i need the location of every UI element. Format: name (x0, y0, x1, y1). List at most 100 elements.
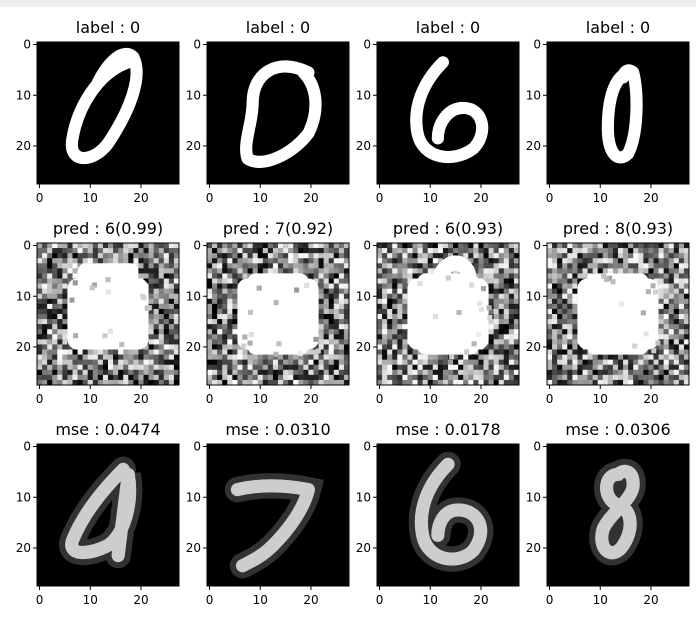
digit-stroke (240, 60, 322, 168)
panel-image (547, 444, 689, 586)
y-tick-label: 20 (16, 139, 31, 153)
y-tick-label: 0 (23, 239, 31, 253)
x-tick-label: 0 (546, 392, 554, 406)
digit-stroke (65, 462, 137, 563)
x-tick-label: 10 (83, 191, 98, 205)
panel-image (377, 243, 519, 385)
panel-image (547, 243, 689, 385)
panel-frame (546, 41, 690, 185)
digit-stroke (601, 64, 643, 164)
panel-title: mse : 0.0178 (395, 420, 500, 439)
y-tick-label: 20 (356, 340, 371, 354)
x-tick-label: 20 (473, 392, 488, 406)
panel-r0-c0: label : 0 0 10 20 0 10 20 (16, 18, 180, 205)
panel-title: mse : 0.0474 (55, 420, 160, 439)
panel-image (377, 42, 519, 184)
x-tick-label: 20 (303, 593, 318, 607)
panel-title: mse : 0.0306 (565, 420, 670, 439)
y-tick-label: 10 (356, 88, 371, 102)
x-tick-label: 10 (593, 191, 608, 205)
panel-r2-c3: mse : 0.0306 0 10 20 0 10 20 (526, 420, 690, 607)
x-tick-label: 10 (253, 593, 268, 607)
panel-title: pred : 8(0.93) (563, 219, 673, 238)
y-tick-label: 20 (526, 139, 541, 153)
y-tick-label: 0 (533, 239, 541, 253)
y-tick-label: 0 (533, 440, 541, 454)
x-tick-label: 0 (36, 593, 44, 607)
x-tick-label: 10 (253, 392, 268, 406)
y-tick-label: 0 (363, 38, 371, 52)
x-tick-label: 20 (473, 593, 488, 607)
x-tick-label: 20 (303, 392, 318, 406)
y-tick-label: 10 (186, 289, 201, 303)
panel-r0-c3: label : 0 0 10 20 0 10 20 (526, 18, 690, 205)
panel-image (207, 42, 349, 184)
y-tick-label: 0 (363, 440, 371, 454)
panel-frame (376, 443, 520, 587)
y-tick-label: 10 (186, 88, 201, 102)
x-tick-label: 0 (206, 191, 214, 205)
panel-title: label : 0 (76, 18, 140, 37)
y-tick-label: 0 (23, 38, 31, 52)
y-tick-label: 0 (23, 440, 31, 454)
x-tick-label: 20 (303, 191, 318, 205)
y-tick-label: 10 (356, 289, 371, 303)
digit-stroke (410, 56, 489, 164)
y-tick-label: 0 (193, 38, 201, 52)
x-tick-label: 10 (83, 392, 98, 406)
x-tick-label: 20 (133, 593, 148, 607)
y-tick-label: 20 (356, 139, 371, 153)
x-tick-label: 10 (593, 392, 608, 406)
x-tick-label: 20 (133, 191, 148, 205)
panel-image (207, 243, 349, 385)
panel-r0-c1: label : 0 0 10 20 0 10 20 (186, 18, 350, 205)
panel-title: pred : 6(0.93) (393, 219, 503, 238)
digit-stroke (595, 464, 640, 560)
notebook-top-bar (0, 0, 696, 7)
panel-r1-c0: pred : 6(0.99) 0 10 20 0 10 20 (16, 219, 180, 406)
x-tick-label: 0 (36, 191, 44, 205)
panel-frame (546, 443, 690, 587)
panel-frame (206, 242, 350, 386)
digit-stroke (230, 479, 316, 573)
y-tick-label: 0 (193, 440, 201, 454)
panel-frame (206, 41, 350, 185)
panel-r1-c2: pred : 6(0.93) 0 10 20 0 10 20 (356, 219, 520, 406)
x-tick-label: 10 (423, 191, 438, 205)
y-tick-label: 20 (16, 340, 31, 354)
y-tick-label: 10 (186, 490, 201, 504)
panel-image (207, 444, 349, 586)
panel-title: label : 0 (246, 18, 310, 37)
y-tick-label: 10 (16, 88, 31, 102)
y-tick-label: 10 (526, 88, 541, 102)
panel-frame (36, 443, 180, 587)
y-tick-label: 20 (186, 340, 201, 354)
x-tick-label: 20 (473, 191, 488, 205)
y-tick-label: 10 (356, 490, 371, 504)
y-tick-label: 20 (16, 541, 31, 555)
x-tick-label: 0 (546, 593, 554, 607)
panel-image (37, 42, 179, 184)
y-tick-label: 0 (193, 239, 201, 253)
panel-r1-c1: pred : 7(0.92) 0 10 20 0 10 20 (186, 219, 350, 406)
y-tick-label: 20 (526, 541, 541, 555)
x-tick-label: 20 (643, 392, 658, 406)
y-tick-label: 10 (16, 289, 31, 303)
x-tick-label: 10 (593, 593, 608, 607)
x-tick-label: 10 (423, 392, 438, 406)
panel-title: label : 0 (586, 18, 650, 37)
x-tick-label: 20 (643, 191, 658, 205)
x-tick-label: 10 (423, 593, 438, 607)
x-tick-label: 20 (643, 593, 658, 607)
panel-r0-c2: label : 0 0 10 20 0 10 20 (356, 18, 520, 205)
panel-r2-c0: mse : 0.0474 0 10 20 0 10 20 (16, 420, 180, 607)
panel-r2-c2: mse : 0.0178 0 10 20 0 10 20 (356, 420, 520, 607)
panel-r2-c1: mse : 0.0310 0 10 20 0 10 20 (186, 420, 350, 607)
x-tick-label: 0 (206, 593, 214, 607)
panel-title: mse : 0.0310 (225, 420, 330, 439)
y-tick-label: 0 (533, 38, 541, 52)
panel-image (547, 42, 689, 184)
panel-r1-c3: pred : 8(0.93) 0 10 20 0 10 20 (526, 219, 690, 406)
digit-stroke (65, 48, 143, 165)
